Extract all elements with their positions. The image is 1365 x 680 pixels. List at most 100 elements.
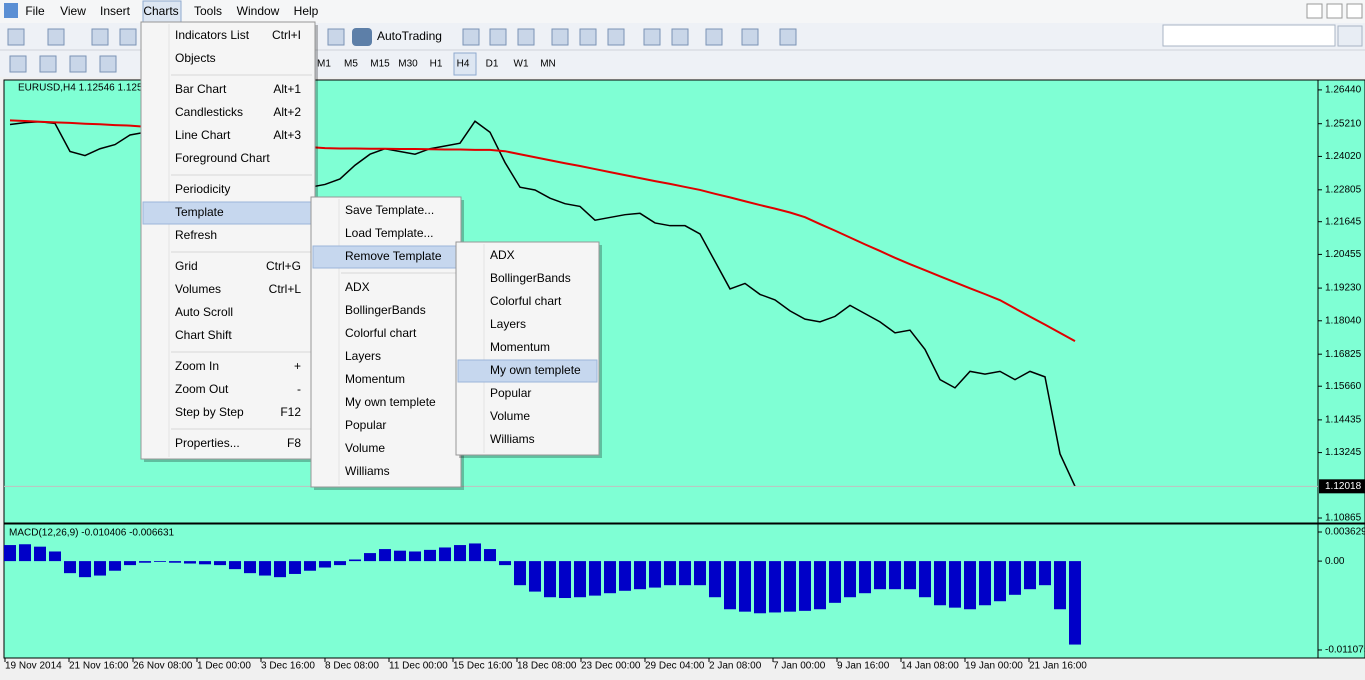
menu-option[interactable]: Williams: [490, 432, 535, 446]
menu-option[interactable]: Zoom Out: [175, 382, 229, 396]
toolbar-button[interactable]: [119, 28, 137, 46]
macd-bar: [334, 561, 346, 566]
tool-button[interactable]: [39, 55, 57, 73]
tool-button[interactable]: [69, 55, 87, 73]
autotrading-icon[interactable]: [352, 28, 372, 46]
menu-option[interactable]: Popular: [490, 386, 531, 400]
timeframe-button[interactable]: M1: [317, 59, 331, 70]
menu-option[interactable]: Periodicity: [175, 182, 230, 196]
menu-item[interactable]: Window: [237, 4, 280, 18]
toolbar-button[interactable]: [741, 28, 759, 46]
toolbar-button[interactable]: [7, 28, 25, 46]
menu-option[interactable]: Foreground Chart: [175, 151, 270, 165]
timeframe-button[interactable]: M30: [398, 59, 418, 70]
menu-option[interactable]: Auto Scroll: [175, 305, 233, 319]
account-button[interactable]: [1337, 25, 1363, 47]
menu-option[interactable]: Chart Shift: [175, 328, 232, 342]
x-tick-label: 29 Dec 04:00: [645, 661, 705, 672]
menu-option[interactable]: My own templete: [490, 363, 581, 377]
menu-item[interactable]: Charts: [143, 4, 178, 18]
timeframe-button[interactable]: H4: [457, 59, 470, 70]
macd-bar: [49, 551, 61, 562]
toolbar-button[interactable]: [47, 28, 65, 46]
macd-bar: [934, 561, 946, 606]
macd-bar: [619, 561, 631, 591]
timeframe-button[interactable]: M5: [344, 59, 358, 70]
toolbar-button[interactable]: [327, 28, 345, 46]
macd-bar: [229, 561, 241, 570]
toolbar-button[interactable]: [579, 28, 597, 46]
toolbar-button[interactable]: [643, 28, 661, 46]
menu-option[interactable]: Layers: [345, 349, 381, 363]
menu-option[interactable]: Volume: [345, 441, 385, 455]
menu-option[interactable]: Step by Step: [175, 405, 244, 419]
macd-bar: [409, 551, 421, 562]
timeframe-button[interactable]: W1: [514, 59, 529, 70]
y-tick-label: 1.25210: [1325, 118, 1362, 129]
tool-button[interactable]: [9, 55, 27, 73]
minimize[interactable]: [1306, 3, 1323, 19]
menu-option[interactable]: ADX: [490, 248, 515, 262]
menu-option[interactable]: Save Template...: [345, 203, 434, 217]
menu-item[interactable]: File: [25, 4, 45, 18]
timeframe-button[interactable]: M15: [370, 59, 390, 70]
toolbar-button[interactable]: [462, 28, 480, 46]
restore[interactable]: [1326, 3, 1343, 19]
menu-option[interactable]: Remove Template: [345, 249, 442, 263]
menu-option[interactable]: Popular: [345, 418, 386, 432]
toolbar-button[interactable]: [517, 28, 535, 46]
toolbar-button[interactable]: [705, 28, 723, 46]
timeframe-button[interactable]: D1: [486, 59, 499, 70]
menu-option[interactable]: Candlesticks: [175, 105, 243, 119]
toolbar-button[interactable]: [607, 28, 625, 46]
menu-option[interactable]: Volume: [490, 409, 530, 423]
menu-option[interactable]: Colorful chart: [490, 294, 562, 308]
menu-item[interactable]: Insert: [100, 4, 131, 18]
y-tick-label: 1.21645: [1325, 216, 1362, 227]
menu-option[interactable]: Line Chart: [175, 128, 231, 142]
macd-bar: [604, 561, 616, 594]
timeframe-button[interactable]: MN: [540, 59, 556, 70]
menu-option[interactable]: Refresh: [175, 228, 217, 242]
toolbar-button[interactable]: [551, 28, 569, 46]
menu-item[interactable]: View: [60, 4, 86, 18]
menu-option[interactable]: Bar Chart: [175, 82, 227, 96]
menu-option[interactable]: Properties...: [175, 436, 240, 450]
menu-option[interactable]: Load Template...: [345, 226, 434, 240]
menu-item[interactable]: Help: [294, 4, 319, 18]
menu-option[interactable]: Volumes: [175, 282, 221, 296]
x-tick-label: 8 Dec 08:00: [325, 661, 379, 672]
menu-item[interactable]: Tools: [194, 4, 222, 18]
menu-option[interactable]: Template: [175, 205, 224, 219]
toolbar-button[interactable]: [91, 28, 109, 46]
menu-option[interactable]: ADX: [345, 280, 370, 294]
timeframe-button[interactable]: H1: [430, 59, 443, 70]
menu-option[interactable]: Zoom In: [175, 359, 219, 373]
macd-bar: [769, 561, 781, 613]
menu-option[interactable]: Grid: [175, 259, 198, 273]
y-tick-label: 1.26440: [1325, 85, 1362, 96]
macd-bar: [754, 561, 766, 614]
close[interactable]: [1346, 3, 1363, 19]
macd-bar: [64, 561, 76, 574]
toolbar-button[interactable]: [671, 28, 689, 46]
menu-option[interactable]: Indicators List: [175, 28, 250, 42]
search-box[interactable]: [1162, 24, 1336, 47]
macd-bar: [814, 561, 826, 610]
menu-option[interactable]: Momentum: [490, 340, 550, 354]
menu-option[interactable]: BollingerBands: [490, 271, 571, 285]
menu-option[interactable]: Momentum: [345, 372, 405, 386]
tool-button[interactable]: [99, 55, 117, 73]
macd-bar: [319, 561, 331, 568]
menu-option[interactable]: My own templete: [345, 395, 436, 409]
menu-option[interactable]: Colorful chart: [345, 326, 417, 340]
menu-option[interactable]: BollingerBands: [345, 303, 426, 317]
menu-option[interactable]: Objects: [175, 51, 216, 65]
menu-option[interactable]: Williams: [345, 464, 390, 478]
macd-bar: [979, 561, 991, 606]
toolbar-button[interactable]: [489, 28, 507, 46]
autotrading-label[interactable]: AutoTrading: [377, 29, 442, 43]
toolbar-button[interactable]: [779, 28, 797, 46]
macd-bar: [379, 549, 391, 562]
menu-option[interactable]: Layers: [490, 317, 526, 331]
